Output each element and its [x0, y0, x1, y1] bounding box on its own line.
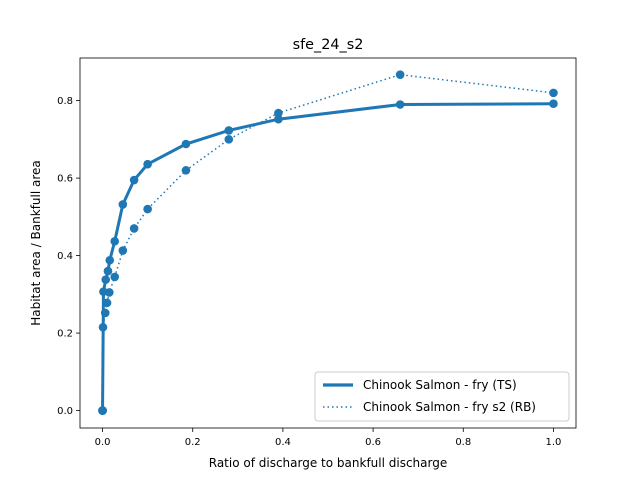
y-tick-label: 0.6 — [57, 174, 73, 185]
x-tick-label: 1.0 — [546, 437, 562, 448]
chart-title: sfe_24_s2 — [293, 37, 364, 53]
data-point-ts — [103, 266, 113, 276]
data-point-ts — [224, 126, 234, 135]
data-point-ts — [105, 255, 115, 265]
y-tick-label: 0.8 — [57, 96, 73, 107]
y-tick-label: 0.0 — [57, 406, 73, 417]
data-point-rb — [98, 406, 107, 415]
data-point-rb — [98, 322, 108, 332]
data-point-rb — [274, 108, 283, 118]
y-tick-label: 0.2 — [57, 329, 73, 340]
x-tick-label: 0.4 — [275, 437, 291, 448]
data-point-ts — [395, 100, 405, 109]
y-axis-label: Habitat area / Bankfull area — [29, 160, 43, 326]
data-point-rb — [110, 272, 120, 282]
x-axis-label: Ratio of discharge to bankfull discharge — [209, 456, 447, 470]
data-point-ts — [101, 275, 111, 284]
y-tick-label: 0.4 — [57, 251, 73, 262]
data-point-rb — [100, 308, 110, 318]
data-point-rb — [395, 70, 405, 79]
data-point-rb — [549, 88, 558, 98]
data-point-rb — [181, 166, 191, 175]
plot-area — [98, 70, 558, 415]
data-point-ts — [129, 175, 139, 185]
x-axis: 0.0 0.2 0.4 0.6 0.8 1.0 — [95, 428, 562, 448]
data-point-ts — [274, 114, 283, 124]
legend-label-rb: Chinook Salmon - fry s2 (RB) — [363, 400, 536, 414]
x-tick-label: 0.2 — [185, 437, 201, 448]
y-axis: 0.0 0.2 0.4 0.6 0.8 — [57, 96, 80, 417]
data-point-rb — [129, 224, 139, 233]
legend-box — [314, 371, 570, 422]
x-tick-label: 0.0 — [95, 437, 111, 448]
data-point-ts — [143, 159, 152, 169]
data-point-ts — [118, 200, 128, 209]
legend: Chinook Salmon - fry (TS) Chinook Salmon… — [314, 371, 570, 422]
data-point-rb — [224, 135, 234, 144]
data-point-ts — [549, 99, 558, 109]
data-point-rb — [118, 246, 128, 255]
data-point-ts — [181, 139, 191, 149]
data-point-ts — [110, 236, 120, 246]
axes-frame — [79, 57, 577, 429]
x-tick-label: 0.6 — [365, 437, 381, 448]
data-point-rb — [102, 298, 112, 308]
x-tick-label: 0.8 — [455, 437, 471, 448]
data-point-rb — [105, 288, 114, 297]
legend-label-ts: Chinook Salmon - fry (TS) — [363, 378, 517, 392]
data-point-rb — [143, 204, 152, 214]
